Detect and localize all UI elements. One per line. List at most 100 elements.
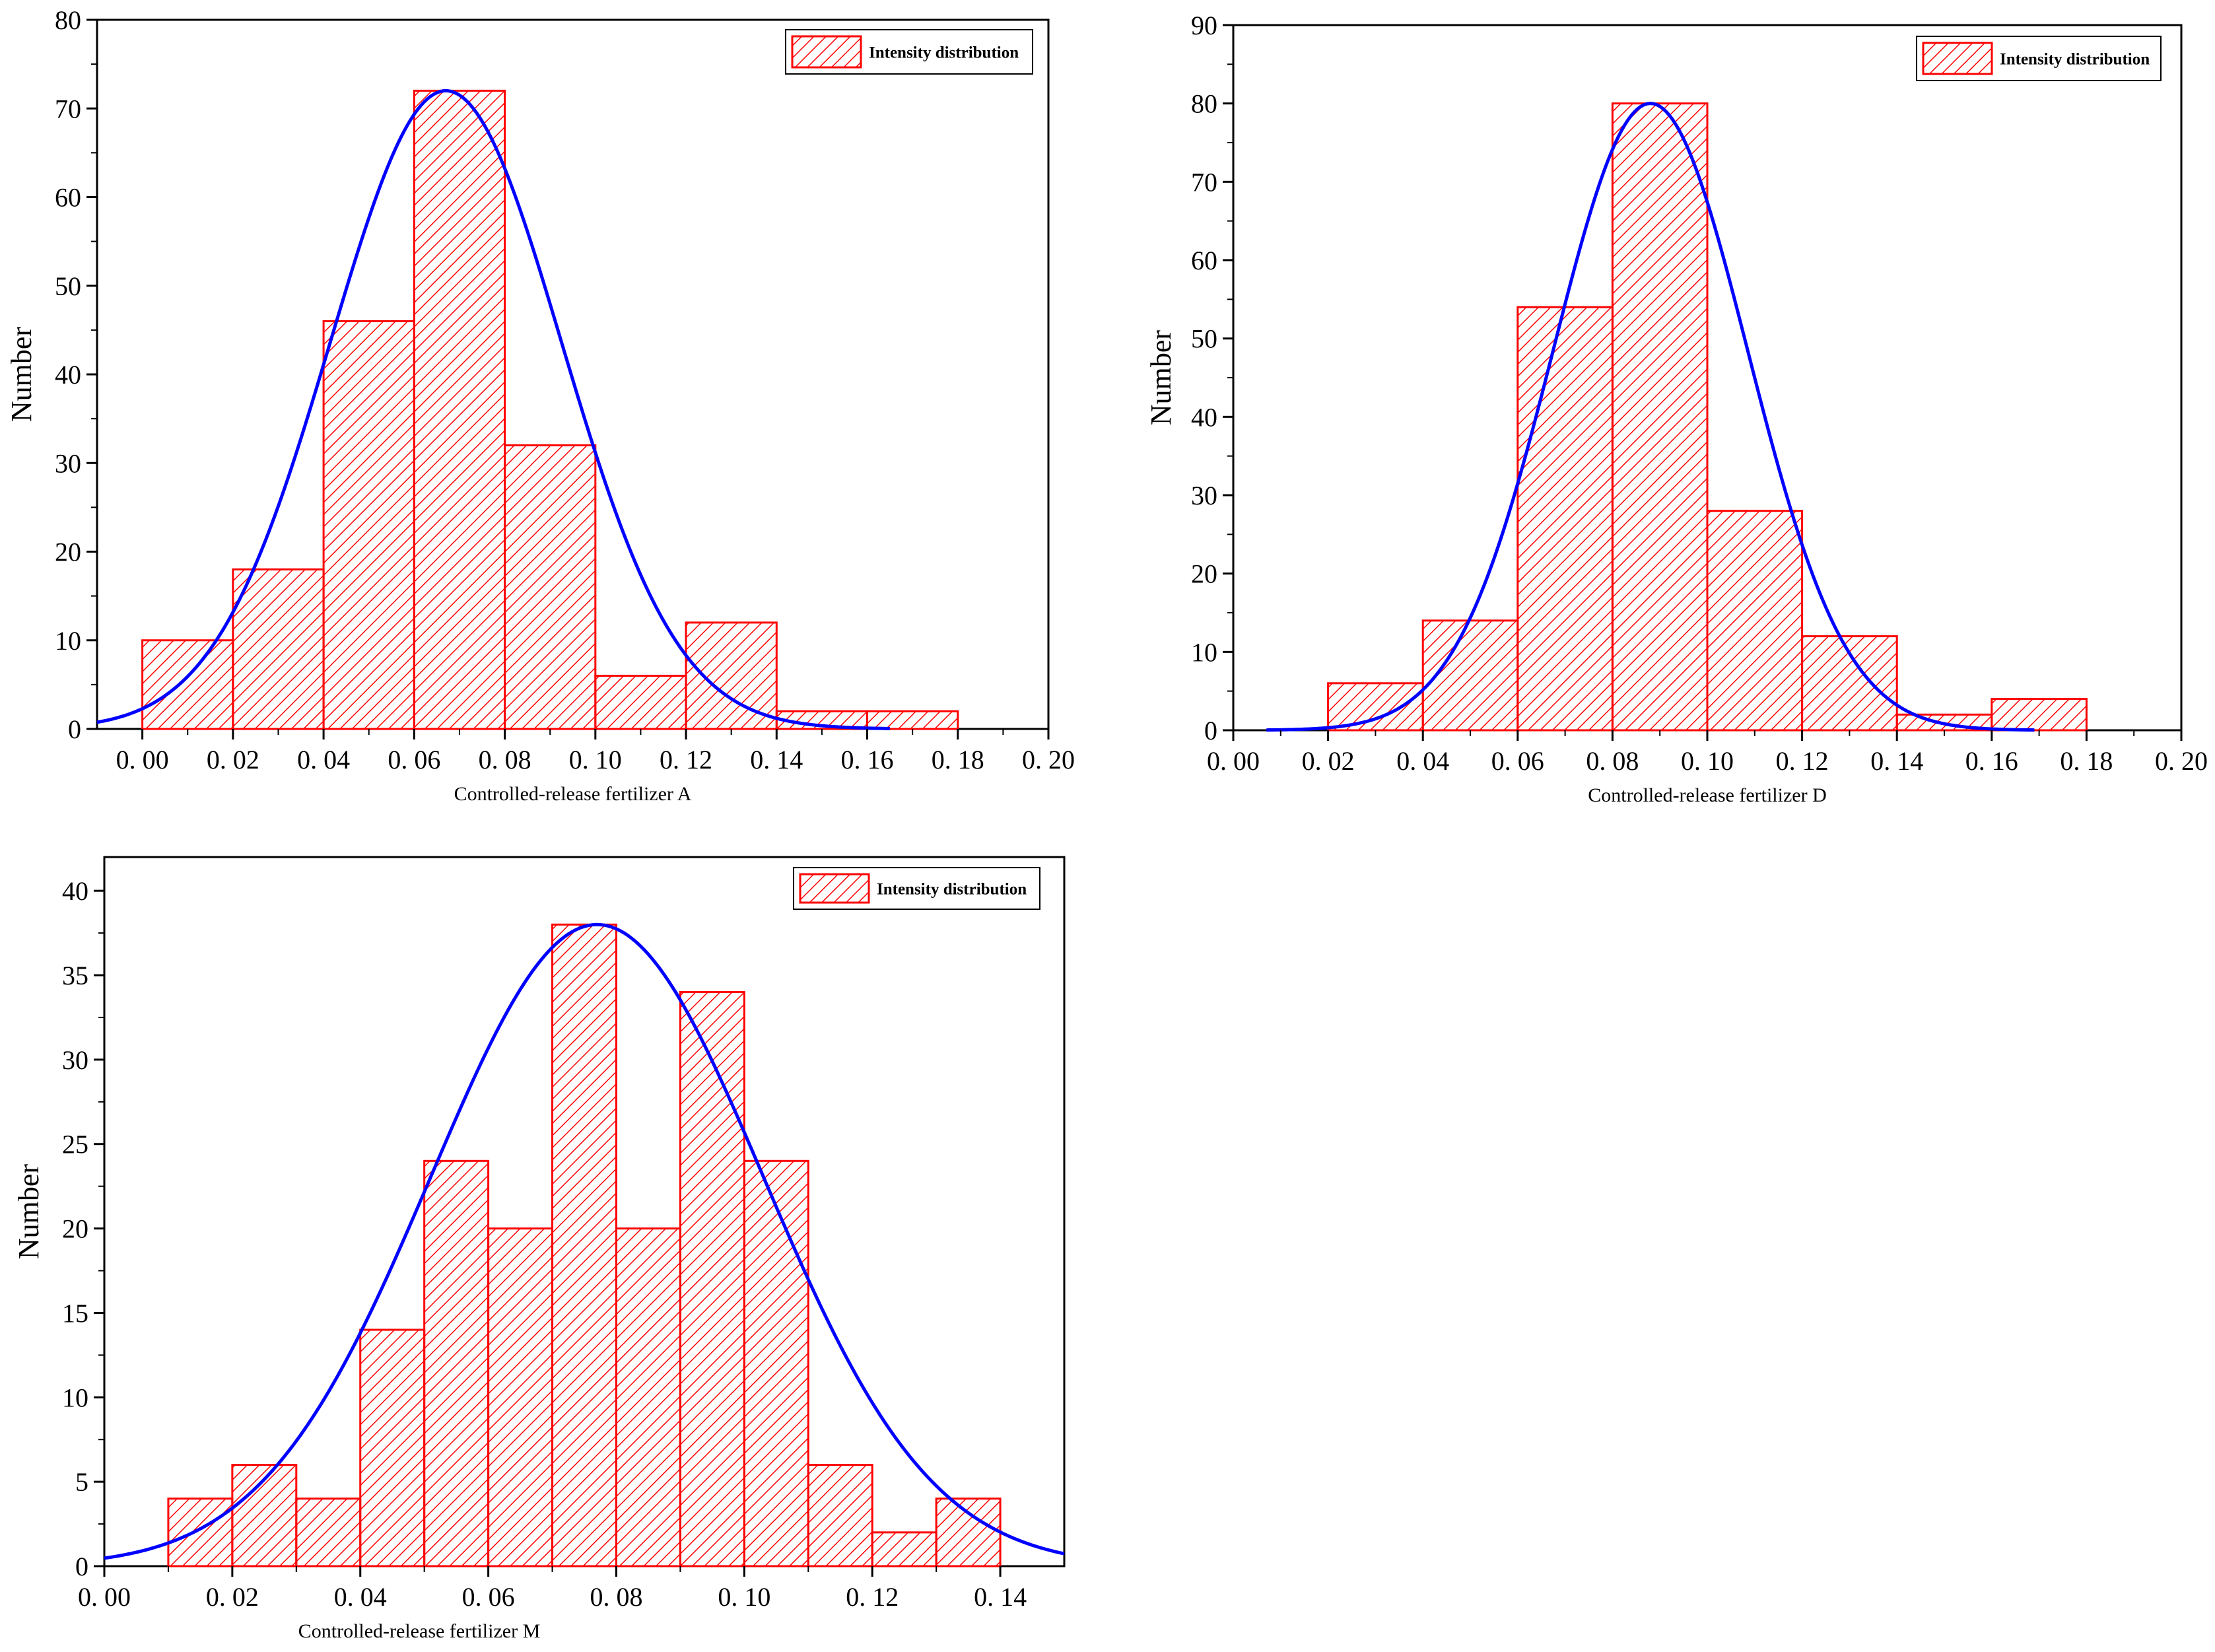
y-tick-label: 30	[1191, 481, 1217, 510]
histogram-bar	[866, 710, 959, 730]
y-axis-label: Number	[5, 327, 38, 423]
x-tick-label: 0. 14	[974, 1582, 1027, 1612]
x-tick-label: 0. 00	[78, 1582, 131, 1612]
histogram-bar	[679, 991, 745, 1567]
x-tick-label: 0. 06	[1491, 746, 1544, 776]
bars-group	[167, 923, 1002, 1567]
x-tick-label: 0. 20	[2155, 746, 2208, 776]
y-tick-label: 5	[75, 1467, 88, 1497]
histogram-bar	[871, 1531, 937, 1567]
x-tick-label: 0. 04	[1396, 746, 1449, 776]
histogram-bar	[1611, 102, 1709, 732]
y-tick-label: 10	[55, 626, 81, 656]
y-axis-label: Number	[1145, 330, 1177, 426]
legend-swatch	[1922, 42, 1993, 75]
x-tick-label: 0. 18	[932, 745, 984, 774]
y-tick-label: 10	[1191, 637, 1217, 667]
histogram-bar	[551, 923, 617, 1567]
y-tick-label: 10	[62, 1383, 88, 1412]
x-tick-label: 0. 00	[1207, 746, 1260, 776]
histogram-bar	[295, 1497, 362, 1567]
y-tick-label: 40	[62, 876, 88, 906]
y-tick-label: 40	[55, 360, 81, 390]
x-tick-label: 0. 02	[206, 1582, 259, 1612]
x-tick-label: 0. 10	[1681, 746, 1734, 776]
histogram-bar	[231, 1464, 298, 1567]
histogram-bar	[141, 639, 234, 730]
y-tick-label: 35	[62, 961, 88, 990]
chart-panel-a: 0. 00 0. 02 0. 04 0. 06 0. 08 0. 10 0. 12 0. 14…	[5, 5, 1075, 805]
histogram-bar	[1516, 306, 1614, 732]
y-axis: 0 5 10 15 20 25 30 35 40	[62, 876, 104, 1581]
x-tick-label: 0. 20	[1022, 745, 1075, 774]
x-axis: 0. 00 0. 02 0. 04 0. 06 0. 08 0. 10 0. 12 0. 14	[78, 1566, 1027, 1612]
histogram-bar	[504, 444, 597, 730]
y-tick-label: 80	[1191, 89, 1217, 119]
histogram-bar	[167, 1497, 234, 1567]
legend-label: Intensity distribution	[2000, 51, 2150, 69]
histogram-bar	[1327, 682, 1424, 732]
x-tick-label: 0. 00	[116, 745, 169, 774]
y-tick-label: 30	[55, 448, 81, 478]
x-tick-label: 0. 08	[479, 745, 531, 774]
histogram-bar	[1991, 698, 2088, 732]
y-tick-label: 90	[1191, 11, 1217, 40]
x-tick-label: 0. 06	[462, 1582, 515, 1612]
x-axis-label: Controlled-release fertilizer D	[1588, 784, 1827, 806]
x-axis-label: Controlled-release fertilizer A	[454, 783, 692, 805]
y-tick-label: 0	[68, 714, 81, 744]
y-tick-label: 20	[55, 537, 81, 567]
y-tick-label: 70	[55, 94, 81, 123]
x-tick-label: 0. 14	[1870, 746, 1923, 776]
chart-panel-m: 0. 00 0. 02 0. 04 0. 06 0. 08 0. 10 0. 12 0. 14…	[13, 856, 1066, 1642]
x-tick-label: 0. 16	[841, 745, 894, 774]
y-tick-label: 20	[62, 1214, 88, 1244]
x-tick-label: 0. 06	[388, 745, 440, 774]
y-tick-label: 25	[62, 1130, 88, 1159]
histogram-bar	[232, 568, 325, 730]
histogram-bar	[322, 320, 415, 730]
y-tick-label: 20	[1191, 559, 1217, 589]
histogram-bar	[487, 1227, 554, 1567]
x-tick-label: 0. 08	[1586, 746, 1639, 776]
chart-panel-d: 0. 00 0. 02 0. 04 0. 06 0. 08 0. 10 0. 12 0. 14…	[1145, 11, 2208, 806]
histogram-bar	[685, 621, 778, 730]
normal-fit-curve	[96, 88, 890, 730]
histogram-bar	[423, 1159, 490, 1567]
x-tick-label: 0. 16	[1965, 746, 2018, 776]
y-tick-label: 0	[1204, 716, 1217, 745]
x-tick-label: 0. 14	[750, 745, 803, 774]
x-tick-label: 0. 10	[569, 745, 622, 774]
x-tick-label: 0. 02	[1302, 746, 1355, 776]
normal-fit-curve	[104, 922, 1065, 1560]
legend-swatch	[799, 873, 870, 904]
legend-swatch	[791, 35, 862, 69]
x-tick-label: 0. 18	[2060, 746, 2113, 776]
y-axis-label: Number	[13, 1164, 45, 1260]
histogram-bar	[1706, 510, 1804, 732]
x-tick-label: 0. 08	[590, 1582, 642, 1612]
legend-label: Intensity distribution	[877, 881, 1027, 899]
y-tick-label: 60	[55, 183, 81, 213]
y-axis: 0 10 20 30 40 50 60 70 80	[55, 5, 97, 744]
y-tick-label: 70	[1191, 167, 1217, 197]
y-tick-label: 50	[1191, 324, 1217, 354]
legend: Intensity distribution	[793, 867, 1040, 910]
histogram-bar	[743, 1159, 809, 1567]
legend: Intensity distribution	[1916, 36, 2162, 81]
y-tick-label: 60	[1191, 246, 1217, 275]
x-tick-label: 0. 12	[660, 745, 712, 774]
x-tick-label: 0. 12	[846, 1582, 899, 1612]
histogram-bar	[615, 1227, 681, 1567]
bars-group	[1327, 102, 2088, 732]
x-axis-label: Controlled-release fertilizer M	[298, 1620, 541, 1642]
y-tick-label: 30	[62, 1045, 88, 1075]
y-tick-label: 80	[55, 5, 81, 35]
x-axis: 0. 00 0. 02 0. 04 0. 06 0. 08 0. 10 0. 12 0. 14…	[1207, 730, 2208, 776]
histogram-bar	[359, 1328, 426, 1567]
x-tick-label: 0. 04	[334, 1582, 387, 1612]
x-tick-label: 0. 02	[207, 745, 259, 774]
y-tick-label: 50	[55, 271, 81, 301]
